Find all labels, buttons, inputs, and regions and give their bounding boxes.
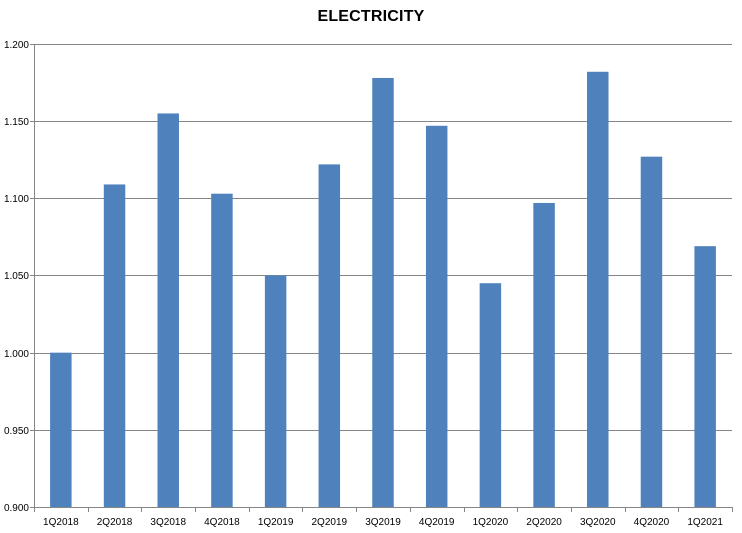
- axes: [30, 44, 733, 512]
- bar: [479, 283, 502, 507]
- bar: [157, 113, 179, 507]
- bar: [425, 125, 448, 508]
- y-tick-label: 0.950: [4, 426, 29, 437]
- y-tick-label: 1.050: [4, 271, 29, 282]
- y-tick-label: 0.900: [4, 503, 29, 514]
- y-tick-label: 1.100: [4, 194, 29, 205]
- bar: [211, 193, 233, 507]
- bar: [318, 164, 341, 507]
- y-tick-label: 1.200: [4, 40, 29, 51]
- x-tick-label: 4Q2018: [204, 517, 240, 528]
- y-tick-labels: 0.900 0.950 1.000 1.050 1.100 1.150 1.200: [4, 40, 29, 514]
- x-tick-label: 4Q2019: [419, 517, 455, 528]
- chart-title: ELECTRICITY: [317, 8, 425, 25]
- x-tick-label: 2Q2018: [97, 517, 133, 528]
- bar: [694, 246, 716, 507]
- bar: [50, 352, 72, 507]
- x-tick-label: 3Q2018: [150, 517, 186, 528]
- x-tick-label: 3Q2020: [580, 517, 616, 528]
- x-tick-label: 3Q2019: [365, 517, 401, 528]
- x-tick-label: 1Q2021: [687, 517, 723, 528]
- bar: [640, 156, 663, 507]
- bar: [533, 202, 555, 508]
- bar: [103, 184, 126, 507]
- x-tick-labels: 1Q2018 2Q2018 3Q2018 4Q2018 1Q2019 2Q2019 3Q20…: [43, 517, 723, 528]
- bar: [372, 77, 394, 507]
- x-tick-label: 1Q2020: [473, 517, 509, 528]
- x-tick-label: 4Q2020: [634, 517, 670, 528]
- x-tick-label: 1Q2018: [43, 517, 79, 528]
- y-tick-label: 1.000: [4, 349, 29, 360]
- x-tick-label: 2Q2019: [312, 517, 348, 528]
- bars: [50, 71, 716, 508]
- y-tick-label: 1.150: [4, 117, 29, 128]
- x-tick-label: 2Q2020: [526, 517, 562, 528]
- x-tick-label: 1Q2019: [258, 517, 294, 528]
- bar: [264, 275, 287, 507]
- bar: [587, 71, 609, 507]
